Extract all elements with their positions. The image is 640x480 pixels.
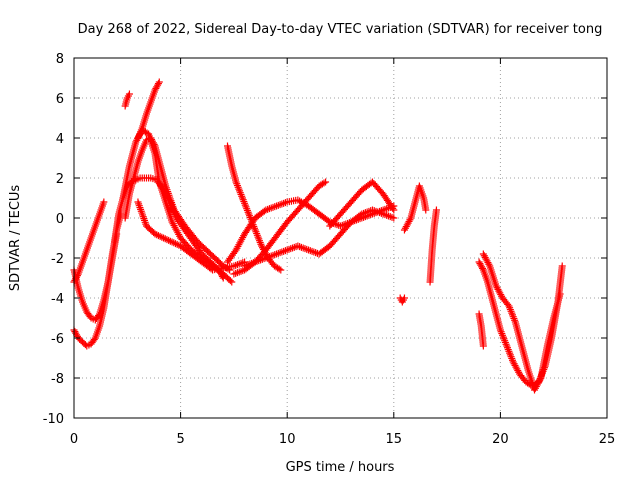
data-point — [154, 81, 162, 89]
data-point — [406, 216, 414, 224]
y-tick-label: -8 — [51, 372, 64, 387]
data-point — [152, 84, 160, 92]
data-point — [153, 231, 161, 239]
y-tick-label: -10 — [43, 412, 64, 427]
y-tick-label: 8 — [56, 52, 64, 67]
series-arc-g — [121, 90, 133, 110]
y-tick-label: 4 — [56, 132, 64, 147]
series-arc-n — [326, 178, 398, 230]
x-tick-label: 5 — [176, 432, 184, 447]
data-point — [389, 204, 397, 212]
data-point — [536, 376, 544, 384]
series-arc-i — [134, 198, 249, 274]
data-point — [158, 233, 166, 241]
data-point — [153, 83, 161, 91]
data-point — [171, 240, 179, 248]
data-point — [485, 260, 493, 268]
x-tick-label: 0 — [70, 432, 78, 447]
series-arc-q — [426, 206, 440, 286]
data-point — [556, 290, 564, 298]
data-point — [477, 261, 485, 269]
y-tick-label: -6 — [51, 332, 64, 347]
y-tick-label: 0 — [56, 212, 64, 227]
data-point — [160, 234, 168, 242]
series-arc-f — [121, 134, 234, 274]
data-point — [156, 232, 164, 240]
x-axis-label: GPS time / hours — [286, 460, 395, 475]
data-point — [147, 134, 155, 142]
data-point — [165, 236, 173, 244]
data-point — [322, 178, 330, 186]
x-tick-label: 25 — [599, 432, 616, 447]
x-tick-label: 15 — [386, 432, 403, 447]
data-point — [168, 238, 176, 246]
data-point — [166, 237, 174, 245]
data-point — [151, 86, 159, 94]
data-point — [400, 294, 408, 302]
data-point — [149, 139, 157, 147]
data-point — [277, 266, 285, 274]
plot-frame — [73, 57, 608, 419]
data-point — [163, 236, 171, 244]
x-tick-label: 10 — [279, 432, 296, 447]
data-point — [125, 90, 133, 98]
data-point — [558, 262, 566, 270]
marks-layer — [70, 78, 566, 394]
chart-title: Day 268 of 2022, Sidereal Day-to-day VTE… — [78, 22, 603, 37]
data-point — [71, 328, 79, 336]
series-arc-l — [230, 178, 330, 278]
y-tick-label: -2 — [51, 252, 64, 267]
data-point — [154, 232, 162, 240]
series-arc-o — [400, 182, 430, 234]
series-arc-m — [241, 206, 398, 270]
data-point — [150, 140, 158, 148]
x-tick-label: 20 — [492, 432, 509, 447]
data-point — [161, 235, 169, 243]
data-point — [170, 239, 178, 247]
data-point — [154, 80, 162, 88]
data-point — [151, 230, 159, 238]
data-point — [275, 265, 283, 273]
y-axis-label: SDTVAR / TECUs — [8, 185, 23, 292]
data-point — [390, 214, 398, 222]
data-point — [320, 179, 328, 187]
data-point — [72, 329, 80, 337]
data-point — [478, 264, 486, 272]
data-point — [226, 277, 234, 285]
data-point — [148, 137, 156, 145]
data-point — [173, 240, 181, 248]
data-point — [479, 342, 487, 350]
data-point — [476, 260, 484, 268]
data-point — [95, 312, 103, 319]
series-arc-p — [396, 294, 408, 306]
data-point — [155, 78, 163, 86]
y-tick-label: 6 — [56, 92, 64, 107]
series-arc-s — [479, 250, 564, 394]
data-point — [432, 206, 440, 214]
data-point — [390, 206, 398, 214]
data-point — [228, 278, 236, 286]
series-arc-t — [475, 310, 487, 350]
data-point — [478, 263, 486, 271]
data-point — [475, 258, 483, 266]
y-tick-label: -4 — [51, 292, 64, 307]
data-point — [422, 206, 430, 214]
ticks-layer: -10 -8 -6 -4 -2 0 2 4 6 8 0 5 10 15 20 25 — [43, 52, 616, 447]
data-point — [100, 198, 108, 206]
series-arc-h — [134, 78, 163, 142]
y-tick-label: 2 — [56, 172, 64, 187]
data-point — [148, 136, 156, 144]
